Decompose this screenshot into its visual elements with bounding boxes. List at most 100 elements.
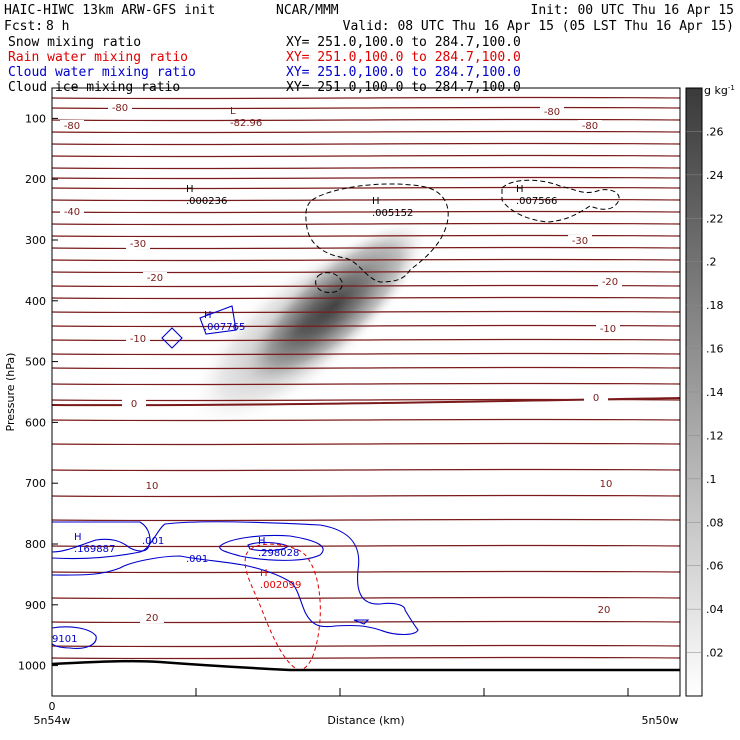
isotherm-line xyxy=(52,570,680,574)
isotherm-line xyxy=(52,644,680,648)
x-tick-0: 0 xyxy=(49,700,56,713)
colorbar-label: .12 xyxy=(706,429,724,442)
field-xy: XY= 251.0,100.0 to 284.7,100.0 xyxy=(286,35,521,50)
isotherm-line xyxy=(52,656,680,660)
field-name: Rain water mixing ratio xyxy=(8,50,188,65)
extremum-value: .005152 xyxy=(372,208,413,219)
extremum-value: .007566 xyxy=(516,196,557,207)
isotherm-line xyxy=(52,222,680,226)
field-legend: Snow mixing ratio XY= 251.0,100.0 to 284.… xyxy=(8,35,521,95)
field-name: Cloud water mixing ratio xyxy=(8,65,196,80)
y-tick-label: 200 xyxy=(25,173,46,186)
temp-label-bg xyxy=(60,206,84,217)
colorbar-label: .22 xyxy=(706,212,724,225)
terrain-surface xyxy=(52,659,680,672)
colorbar: g kg-1 .02 .04 .06 .08 .1 .12 .14 .16 .18 .2 .22 .2… xyxy=(685,84,735,697)
y-tick-label: 1000 xyxy=(18,660,46,673)
temp-label-bg xyxy=(592,604,616,615)
isotherm-line xyxy=(52,324,680,328)
extremum-value: .002099 xyxy=(260,580,301,591)
temperature-label: -80 xyxy=(544,107,560,118)
colorbar-ticks: .02 .04 .06 .08 .1 .12 .14 .16 .18 .2 .22 .24 .26 xyxy=(686,125,724,660)
temperature-label: -30 xyxy=(130,239,146,250)
temperature-label: 0 xyxy=(131,399,137,410)
isotherm-line xyxy=(52,210,680,214)
y-tick-label: 800 xyxy=(25,538,46,551)
temperature-label: -10 xyxy=(130,334,146,345)
extremum-value: .000236 xyxy=(186,196,227,207)
x-endpoint-left: 5n54w xyxy=(34,714,71,727)
isotherm-line xyxy=(52,310,680,314)
cloud-water-label: .001 xyxy=(142,536,164,547)
temperature-label: 20 xyxy=(598,605,611,616)
y-axis: 100 200 300 400 500 600 700 800 900 1000 xyxy=(18,112,58,673)
x-axis-label: Distance (km) xyxy=(327,714,404,727)
y-axis-label: Pressure (hPa) xyxy=(4,353,17,432)
x-endpoint-right: 5n50w xyxy=(642,714,679,727)
temperature-label: -80 xyxy=(112,103,128,114)
isotherm-line xyxy=(52,198,680,202)
cloud-water-label: 9101 xyxy=(52,634,77,645)
cloud-water-inner xyxy=(219,534,324,561)
colorbar-label: .08 xyxy=(706,516,724,529)
extremum-value: .169887 xyxy=(74,544,115,555)
temperature-label: -40 xyxy=(64,207,80,218)
plot-frame xyxy=(51,87,681,697)
isotherm-line xyxy=(52,418,680,422)
isotherm-line xyxy=(52,154,680,158)
temperature-label: 20 xyxy=(146,613,159,624)
isotherm-line xyxy=(52,382,680,386)
field-xy: XY= 251.0,100.0 to 284.7,100.0 xyxy=(286,50,521,65)
temp-label-bg xyxy=(126,333,150,344)
isotherm-line xyxy=(52,352,680,356)
colorbar-label: .1 xyxy=(706,473,717,486)
temperature-label: 0 xyxy=(593,393,599,404)
snow-contour-right xyxy=(501,179,620,223)
colorbar-label: .16 xyxy=(706,343,724,356)
field-xy: XY= 251.0,100.0 to 284.7,100.0 xyxy=(286,65,521,80)
field-name: Snow mixing ratio xyxy=(8,35,141,50)
temperature-label: -80 xyxy=(582,121,598,132)
colorbar-label: .02 xyxy=(706,647,724,660)
temp-label-bg xyxy=(568,235,592,246)
isotherm-line xyxy=(52,270,680,274)
isotherm-line xyxy=(52,118,680,122)
colorbar-label: .18 xyxy=(706,299,724,312)
extremum-kind: H xyxy=(74,532,82,543)
colorbar-label: .14 xyxy=(706,386,724,399)
chart-header: HAIC-HIWC 13km ARW-GFS init NCAR/MMM Ini… xyxy=(4,3,734,95)
colorbar-label: .2 xyxy=(706,256,717,269)
isotherm-line xyxy=(52,106,680,110)
isotherm-line xyxy=(52,176,680,180)
cloud-water-contours xyxy=(52,305,419,649)
extremum-kind: L xyxy=(230,106,236,117)
colorbar-label: .26 xyxy=(706,125,724,138)
temp-label-bg xyxy=(60,120,84,131)
y-tick-label: 900 xyxy=(25,599,46,612)
extremum-value: -82.96 xyxy=(230,118,262,129)
y-tick-label: 100 xyxy=(25,112,46,125)
isotherm-line xyxy=(52,96,680,100)
isotherm-line xyxy=(52,186,680,190)
contour-labels: -80 -80 -80 -80 -40 -30 -30 -20 -20 -10 -10 0 0 10 10 2… xyxy=(52,102,622,645)
extremum-kind: H xyxy=(516,184,524,195)
isotherm-line xyxy=(52,284,680,288)
isotherm-line xyxy=(52,544,680,548)
y-tick-label: 500 xyxy=(25,356,46,369)
forecast-hours: 8 h xyxy=(46,19,69,34)
isotherm-line xyxy=(52,494,680,498)
y-tick-label: 600 xyxy=(25,416,46,429)
isotherm-line xyxy=(52,142,680,146)
temp-label-bg xyxy=(122,398,146,409)
cloud-water-bottom-left xyxy=(52,626,97,649)
temp-label-bg xyxy=(126,238,150,249)
extremum-kind: H xyxy=(372,196,380,207)
extremum-value: .007765 xyxy=(204,322,245,333)
temp-label-bg xyxy=(598,276,622,287)
temp-label-bg xyxy=(578,120,602,131)
isotherm-line xyxy=(52,296,680,300)
cloud-ice-shading-outer xyxy=(187,230,413,430)
cloud-water-mid xyxy=(199,305,237,335)
extremum-kind: H xyxy=(186,184,194,195)
isotherm-line xyxy=(52,442,680,446)
